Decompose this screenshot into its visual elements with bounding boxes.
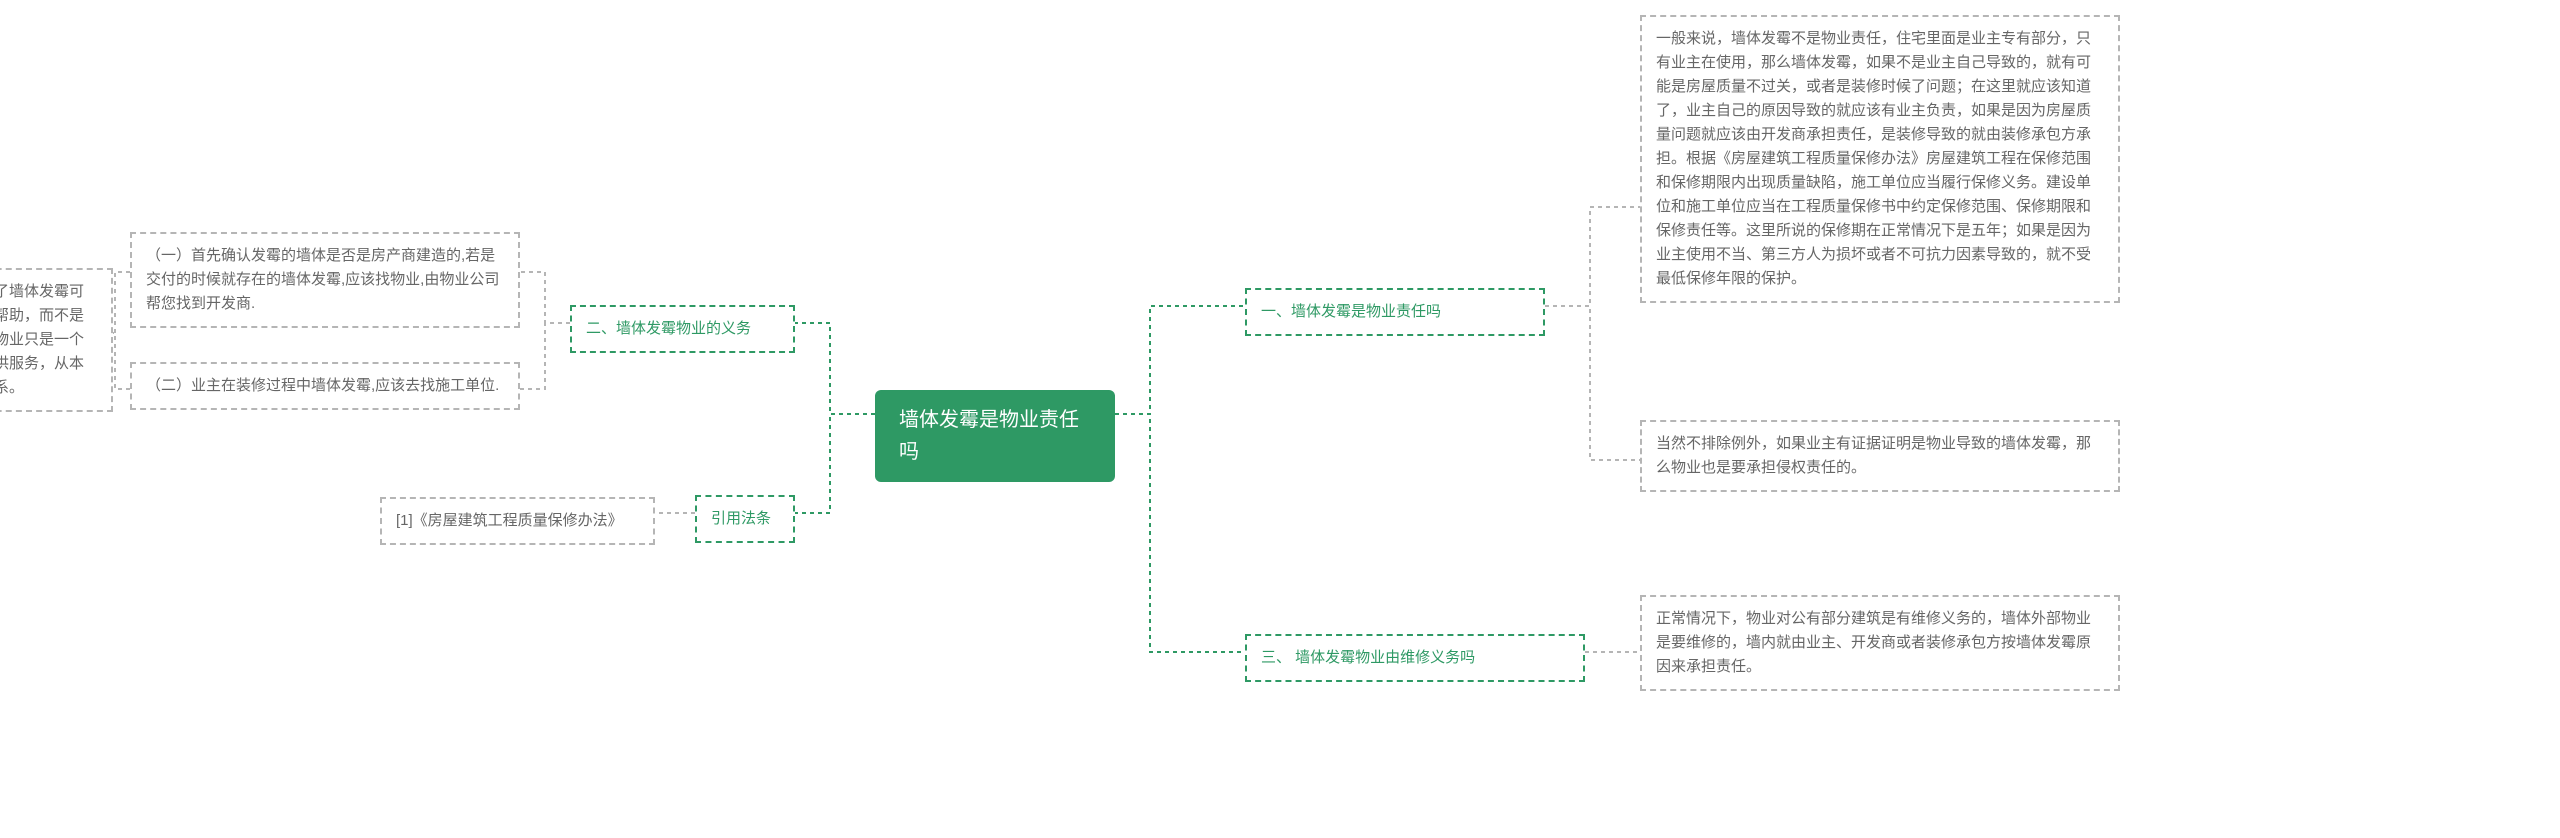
branch-2-leaf-2: （二）业主在装修过程中墙体发霉,应该去找施工单位. xyxy=(130,362,520,410)
conclusion-text: 通过上述解释，我们应该知道了墙体发霉可以找物业，但是找物业是提供帮助，而不是让物… xyxy=(0,283,84,396)
branch-1-label: 一、墙体发霉是物业责任吗 xyxy=(1261,303,1441,320)
branch-1-leaf-2-text: 当然不排除例外，如果业主有证据证明是物业导致的墙体发霉，那么物业也是要承担侵权责… xyxy=(1656,435,2091,476)
branch-2: 二、墙体发霉物业的义务 xyxy=(570,305,795,353)
law-branch: 引用法条 xyxy=(695,495,795,543)
branch-1-leaf-2: 当然不排除例外，如果业主有证据证明是物业导致的墙体发霉，那么物业也是要承担侵权责… xyxy=(1640,420,2120,492)
branch-2-leaf-1-text: （一）首先确认发霉的墙体是否是房产商建造的,若是交付的时候就存在的墙体发霉,应该… xyxy=(146,247,499,312)
conclusion: 通过上述解释，我们应该知道了墙体发霉可以找物业，但是找物业是提供帮助，而不是让物… xyxy=(0,268,113,412)
law-leaf-1-text: [1]《房屋建筑工程质量保修办法》 xyxy=(396,512,623,529)
branch-1: 一、墙体发霉是物业责任吗 xyxy=(1245,288,1545,336)
branch-2-leaf-2-text: （二）业主在装修过程中墙体发霉,应该去找施工单位. xyxy=(146,377,499,394)
branch-2-label: 二、墙体发霉物业的义务 xyxy=(586,320,751,337)
branch-3-label: 三、 墙体发霉物业由维修义务吗 xyxy=(1261,649,1475,666)
law-leaf-1: [1]《房屋建筑工程质量保修办法》 xyxy=(380,497,655,545)
branch-3-leaf-1: 正常情况下，物业对公有部分建筑是有维修义务的，墙体外部物业是要维修的，墙内就由业… xyxy=(1640,595,2120,691)
branch-3-leaf-1-text: 正常情况下，物业对公有部分建筑是有维修义务的，墙体外部物业是要维修的，墙内就由业… xyxy=(1656,610,2091,675)
branch-1-leaf-1: 一般来说，墙体发霉不是物业责任，住宅里面是业主专有部分，只有业主在使用，那么墙体… xyxy=(1640,15,2120,303)
branch-1-leaf-1-text: 一般来说，墙体发霉不是物业责任，住宅里面是业主专有部分，只有业主在使用，那么墙体… xyxy=(1656,30,2091,287)
center-node: 墙体发霉是物业责任吗 xyxy=(875,390,1115,482)
law-label: 引用法条 xyxy=(711,510,771,527)
center-label: 墙体发霉是物业责任吗 xyxy=(899,409,1079,463)
branch-2-leaf-1: （一）首先确认发霉的墙体是否是房产商建造的,若是交付的时候就存在的墙体发霉,应该… xyxy=(130,232,520,328)
branch-3: 三、 墙体发霉物业由维修义务吗 xyxy=(1245,634,1585,682)
